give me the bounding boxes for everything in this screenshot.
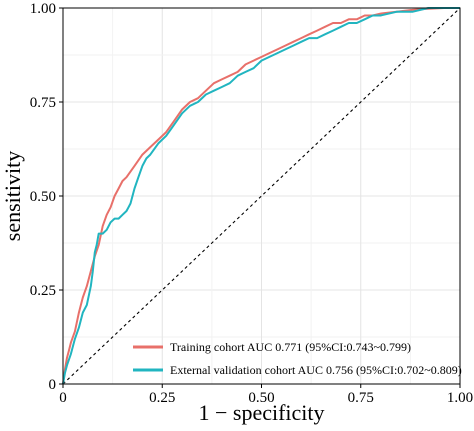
x-tick-label: 0 [59, 390, 67, 406]
roc-curve-series-2 [62, 7, 460, 385]
y-axis-title: sensitivity [0, 151, 25, 241]
reference-diagonal-line [62, 7, 461, 385]
series-layer [62, 7, 460, 385]
x-tick-label: 1.00 [447, 390, 473, 406]
y-tick-label: 0.75 [30, 95, 56, 111]
x-axis-title: 1 − specificity [198, 400, 324, 425]
y-tick-label: 0.25 [30, 283, 56, 299]
legend-label-series-2: External validation cohort AUC 0.756 (95… [170, 363, 462, 377]
y-tick-label: 1.00 [30, 1, 56, 17]
x-tick-label: 0.25 [149, 390, 175, 406]
roc-curve-series-1 [62, 7, 460, 385]
axis-ticks: 0 0.25 0.50 0.75 1.00 0 0.25 0.50 0.75 1.00 [30, 1, 473, 406]
legend-label-series-1: Training cohort AUC 0.771 (95%CI:0.743~0… [170, 340, 411, 354]
reference-line-layer [62, 7, 461, 385]
legend: Training cohort AUC 0.771 (95%CI:0.743~0… [133, 340, 462, 377]
y-tick-label: 0 [49, 377, 57, 393]
x-tick-label: 0.50 [248, 390, 274, 406]
x-tick-label: 0.75 [348, 390, 374, 406]
y-tick-label: 0.50 [30, 189, 56, 205]
